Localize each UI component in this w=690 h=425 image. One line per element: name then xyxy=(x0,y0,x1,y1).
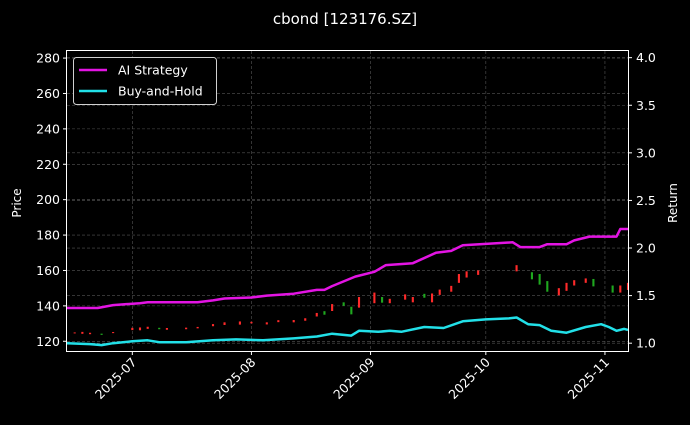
legend: AI Strategy Buy-and-Hold xyxy=(73,57,217,105)
candle xyxy=(350,306,353,315)
candle xyxy=(196,326,199,329)
candle xyxy=(250,321,253,324)
candle xyxy=(73,332,76,334)
candle xyxy=(223,322,226,325)
candle xyxy=(304,318,307,321)
chart-title: cbond [123176.SZ] xyxy=(273,10,417,28)
candle xyxy=(315,312,318,317)
candle xyxy=(573,280,576,286)
legend-box xyxy=(73,57,217,105)
candle xyxy=(331,304,334,311)
y2-tick-label: 1.0 xyxy=(636,336,656,351)
y2-tick-label: 3.0 xyxy=(636,145,656,160)
candle xyxy=(430,293,434,303)
candle xyxy=(465,271,468,278)
candle xyxy=(530,272,533,280)
candle xyxy=(592,278,595,287)
candle xyxy=(238,321,241,325)
candle xyxy=(450,285,453,292)
y-tick-label: 280 xyxy=(36,51,60,66)
candle xyxy=(158,327,161,330)
candle xyxy=(292,320,295,323)
candle xyxy=(277,320,280,323)
y2-tick-label: 1.5 xyxy=(636,288,656,303)
candle xyxy=(342,302,345,306)
candle xyxy=(131,327,134,331)
y-tick-label: 180 xyxy=(36,228,60,243)
candle xyxy=(89,332,92,335)
y2-tick-label: 3.5 xyxy=(636,98,656,113)
candle xyxy=(323,311,326,315)
candle xyxy=(423,293,426,298)
y-tick-label: 220 xyxy=(36,157,60,172)
candle xyxy=(138,327,142,331)
candle xyxy=(100,333,103,335)
candle-layer xyxy=(73,265,630,335)
candle xyxy=(538,274,541,285)
candle xyxy=(565,282,568,291)
series-line-buy-and-hold xyxy=(66,316,629,347)
candle xyxy=(546,281,549,292)
candle xyxy=(584,278,587,283)
y2-tick-label: 4.0 xyxy=(636,50,656,65)
candle xyxy=(411,297,414,303)
series-layer xyxy=(66,227,629,347)
y2-axis-label: Return xyxy=(666,183,680,223)
candle xyxy=(381,297,384,303)
candle xyxy=(185,327,188,330)
y-tick-label: 120 xyxy=(36,334,60,349)
y-tick-label: 140 xyxy=(36,298,60,313)
candle xyxy=(404,294,407,300)
candle xyxy=(211,324,215,327)
y2-tick-label: 2.5 xyxy=(636,193,656,208)
candle xyxy=(265,322,268,325)
candle xyxy=(357,297,361,308)
legend-label-buy-and-hold: Buy-and-Hold xyxy=(118,84,203,99)
y-tick-label: 160 xyxy=(36,263,60,278)
candle xyxy=(81,331,84,334)
y-axis-label: Price xyxy=(10,188,24,217)
candle xyxy=(557,288,560,296)
candle xyxy=(146,326,149,329)
candle xyxy=(619,285,622,293)
candle xyxy=(457,274,460,283)
candle xyxy=(388,298,391,304)
candle xyxy=(611,285,614,293)
candle xyxy=(626,282,630,290)
candle xyxy=(515,265,518,272)
y2-tick-label: 2.0 xyxy=(636,241,656,256)
candle xyxy=(373,292,376,304)
candle xyxy=(112,332,115,334)
candle xyxy=(477,270,480,275)
candle xyxy=(165,327,168,330)
legend-label-ai-strategy: AI Strategy xyxy=(118,63,188,78)
series-line-ai-strategy xyxy=(67,227,628,310)
candle xyxy=(438,289,441,295)
y-tick-label: 240 xyxy=(36,121,60,136)
y-tick-label: 200 xyxy=(36,192,60,207)
y-tick-label: 260 xyxy=(36,86,60,101)
plot-area-frame xyxy=(66,50,629,352)
